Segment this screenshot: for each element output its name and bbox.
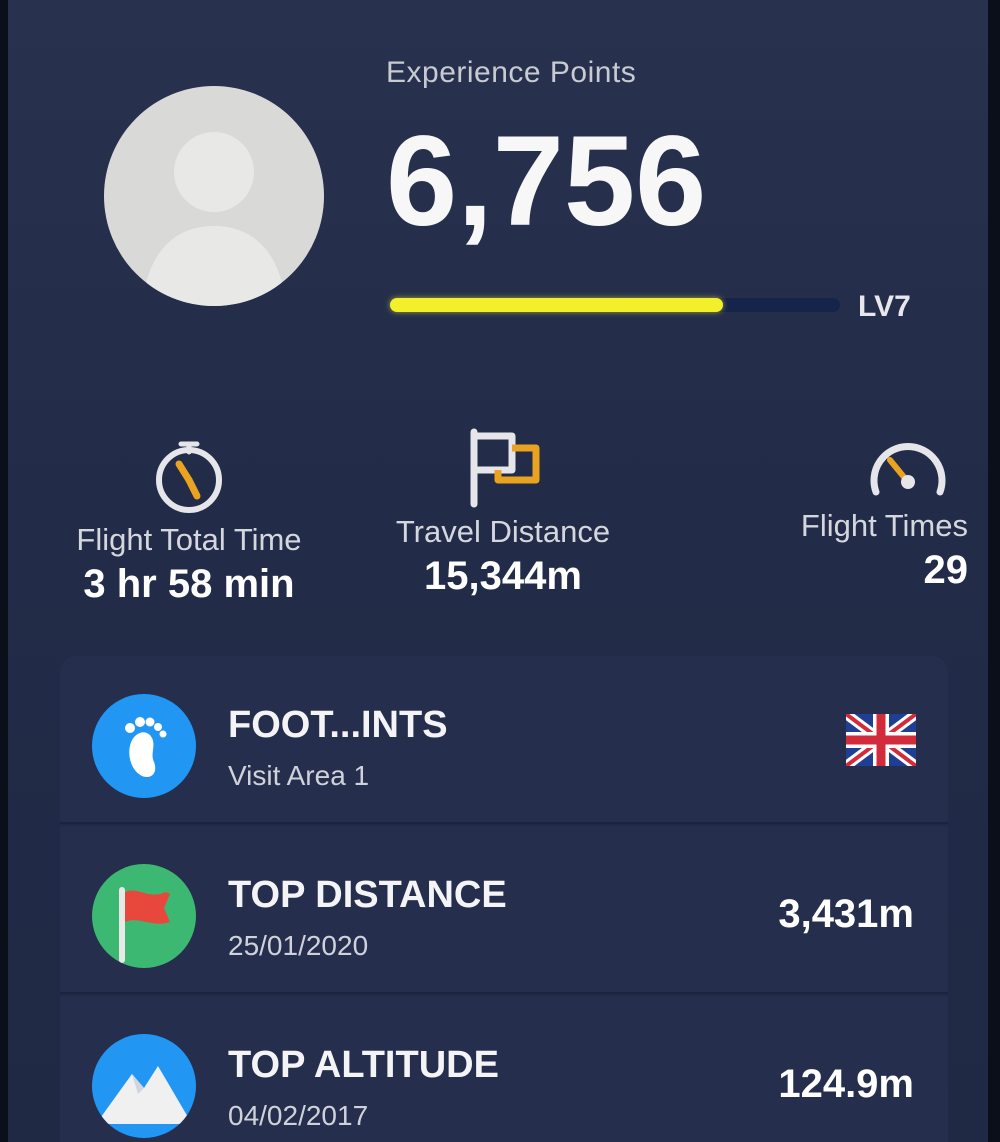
mountain-icon bbox=[96, 1066, 192, 1124]
stat-label: Travel Distance bbox=[395, 514, 611, 549]
footprint-badge bbox=[92, 694, 196, 798]
record-subtitle: Visit Area 1 bbox=[228, 760, 370, 791]
record-title: FOOT...INTS bbox=[228, 704, 448, 746]
profile-screen: Experience Points 6,756 LV7 Flight Total… bbox=[8, 0, 988, 1142]
level-label: LV7 bbox=[858, 290, 911, 323]
stat-value: 29 bbox=[923, 548, 969, 592]
top-distance-badge bbox=[92, 864, 196, 968]
avatar[interactable] bbox=[104, 86, 324, 306]
record-subtitle: 25/01/2020 bbox=[228, 930, 369, 961]
stat-flight-times: Flight Times 29 bbox=[748, 430, 968, 593]
record-title: TOP DISTANCE bbox=[228, 874, 507, 916]
record-top-distance[interactable]: TOP DISTANCE 25/01/2020 3,431m bbox=[60, 826, 948, 994]
stopwatch-icon bbox=[156, 441, 222, 513]
record-title: TOP ALTITUDE bbox=[228, 1044, 499, 1086]
record-value: 3,431m bbox=[778, 892, 914, 936]
stat-value: 15,344m bbox=[424, 554, 582, 598]
xp-value: 6,756 bbox=[386, 110, 707, 253]
uk-flag-icon[interactable] bbox=[846, 714, 916, 766]
record-value: 124.9m bbox=[778, 1062, 914, 1106]
record-footprints[interactable]: FOOT...INTS Visit Area 1 bbox=[60, 656, 948, 824]
stat-travel-distance: Travel Distance 15,344m bbox=[368, 426, 638, 599]
flag-icon bbox=[470, 428, 540, 508]
red-flag-icon bbox=[119, 887, 170, 963]
stat-value: 3 hr 58 min bbox=[83, 562, 295, 606]
top-altitude-badge bbox=[92, 1034, 196, 1138]
footprint-icon bbox=[125, 717, 167, 778]
person-silhouette-icon bbox=[142, 132, 286, 306]
xp-label: Experience Points bbox=[386, 56, 637, 89]
stat-label: Flight Total Time bbox=[76, 522, 302, 557]
stat-label: Flight Times bbox=[800, 508, 968, 543]
level-progress-fill bbox=[390, 298, 723, 312]
record-top-altitude[interactable]: TOP ALTITUDE 04/02/2017 124.9m bbox=[60, 996, 948, 1142]
stat-flight-total-time: Flight Total Time 3 hr 58 min bbox=[44, 440, 334, 607]
level-progress-bar bbox=[390, 298, 840, 312]
record-subtitle: 04/02/2017 bbox=[228, 1100, 369, 1131]
speedometer-icon bbox=[870, 443, 946, 496]
